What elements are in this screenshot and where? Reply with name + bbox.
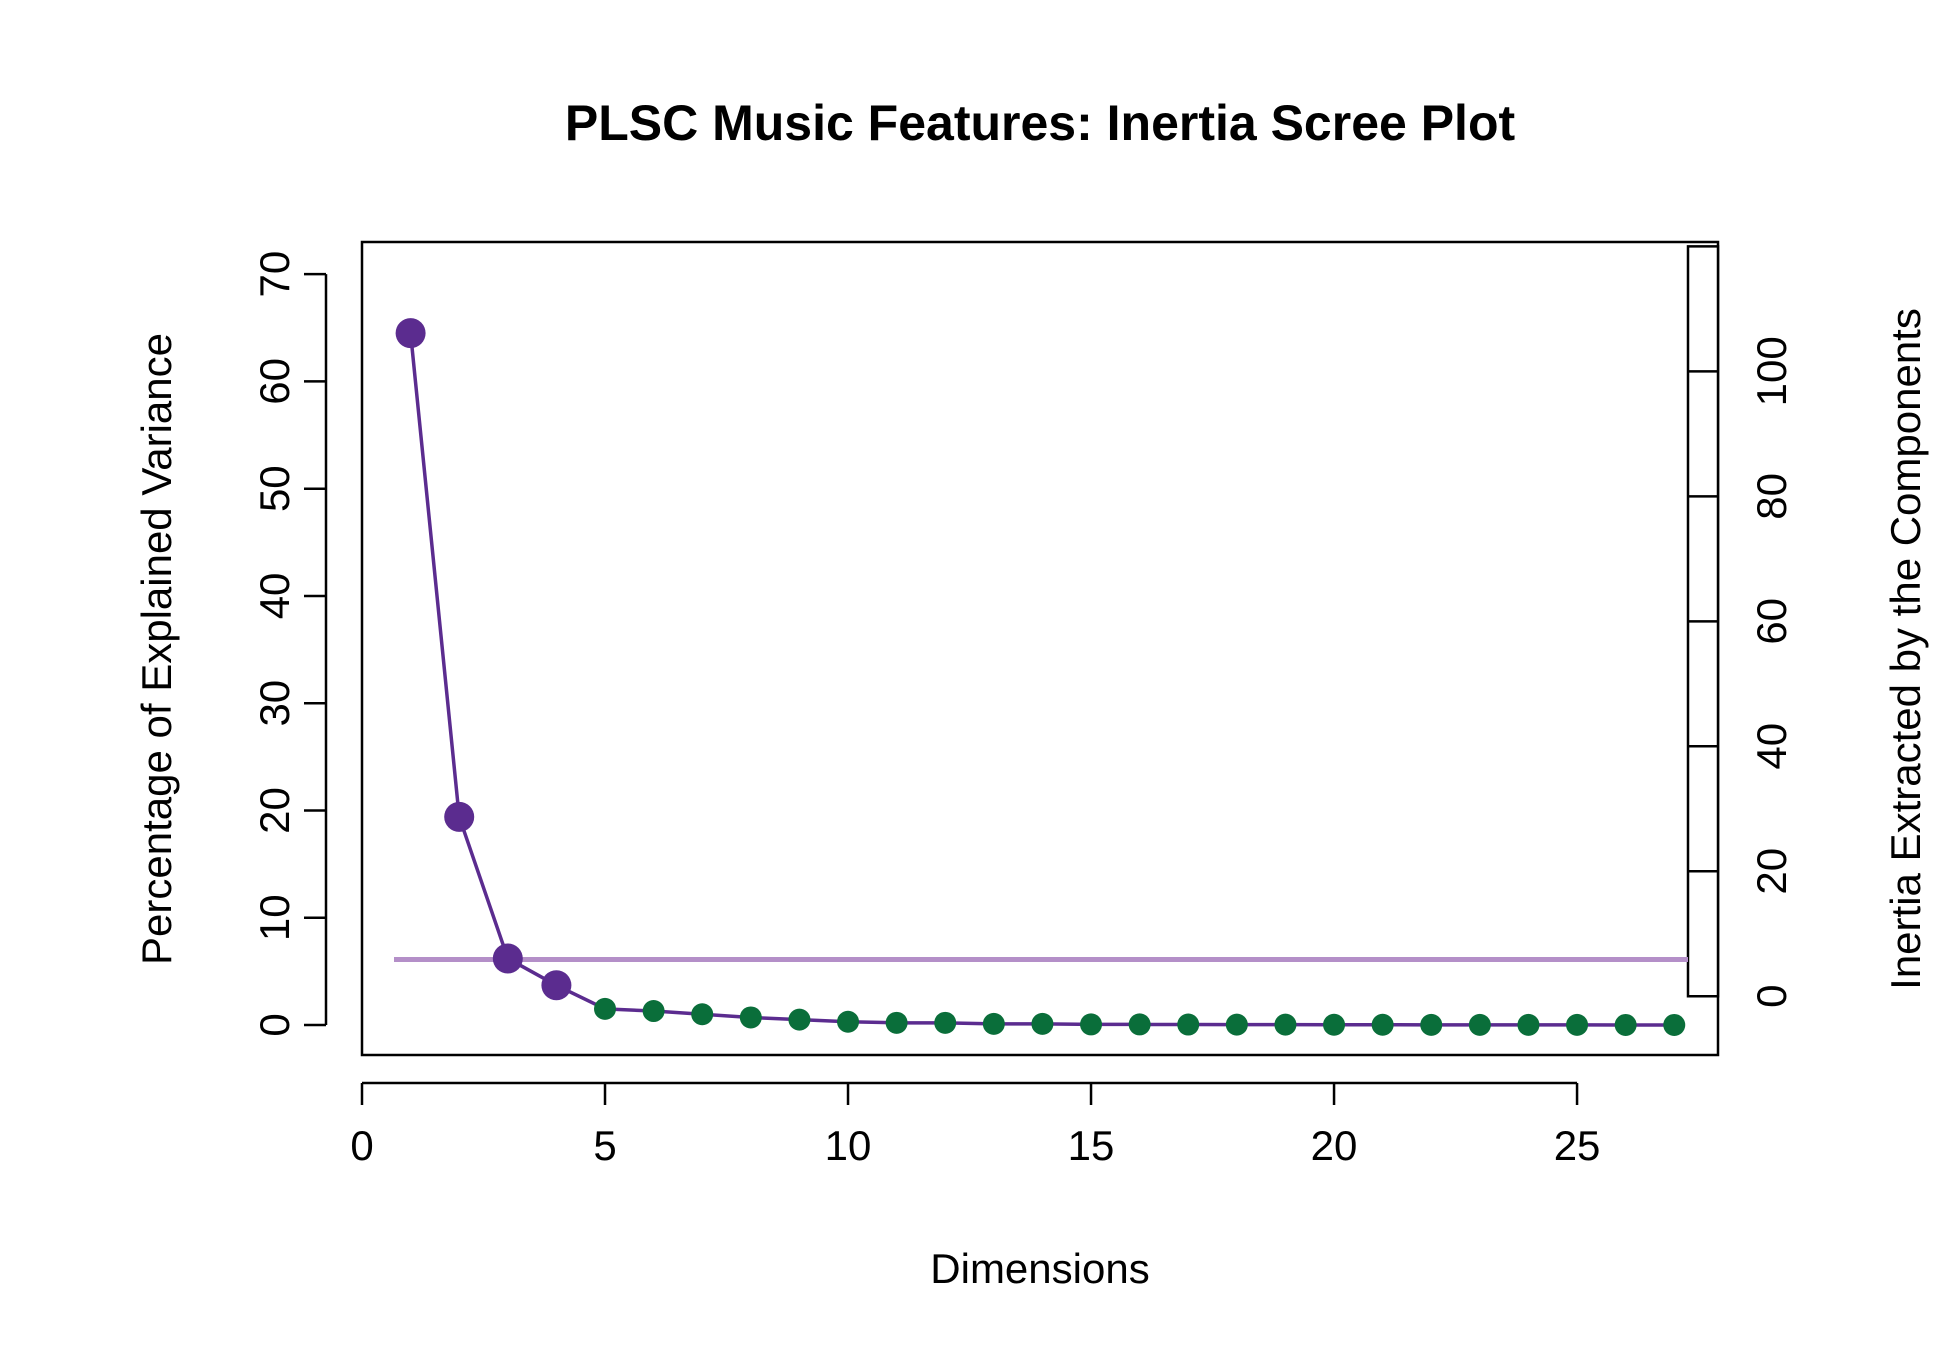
data-point <box>837 1010 860 1033</box>
right-tick-label: 40 <box>1748 723 1795 770</box>
data-point <box>1371 1013 1394 1036</box>
x-axis-label: Dimensions <box>930 1245 1149 1292</box>
right-tick-label: 80 <box>1748 473 1795 520</box>
x-tick-label: 0 <box>350 1122 373 1169</box>
right-tick-label: 20 <box>1748 848 1795 895</box>
y-tick-label: 70 <box>251 251 298 298</box>
data-point <box>1128 1013 1151 1036</box>
data-point <box>1614 1013 1637 1036</box>
data-points <box>395 318 1686 1036</box>
chart-title: PLSC Music Features: Inertia Scree Plot <box>565 95 1516 151</box>
y-tick-label: 40 <box>251 573 298 620</box>
data-point <box>1517 1013 1540 1036</box>
x-tick-label: 20 <box>1311 1122 1358 1169</box>
data-point <box>1080 1013 1103 1036</box>
data-point <box>1225 1013 1248 1036</box>
series-line <box>408 332 1675 1027</box>
y-tick-label: 10 <box>251 894 298 941</box>
data-point <box>1420 1013 1443 1036</box>
y-axis-left: 0 10 20 30 40 50 60 70 <box>251 251 328 1037</box>
data-point <box>982 1012 1005 1035</box>
data-point <box>885 1011 908 1034</box>
x-tick-label: 15 <box>1068 1122 1115 1169</box>
data-point <box>788 1008 811 1031</box>
x-tick-label: 10 <box>825 1122 872 1169</box>
data-point <box>594 997 617 1020</box>
data-point-significant <box>541 970 572 1001</box>
data-point <box>934 1011 957 1034</box>
y-axis-label-left: Percentage of Explained Variance <box>133 333 180 965</box>
data-point <box>1274 1013 1297 1036</box>
data-point <box>1468 1013 1491 1036</box>
x-axis: 0 5 10 15 20 25 <box>350 1081 1601 1169</box>
data-point-significant <box>492 943 523 974</box>
data-point-significant <box>395 318 426 349</box>
y-tick-label: 20 <box>251 787 298 834</box>
data-point <box>1663 1013 1686 1036</box>
x-tick-label: 25 <box>1554 1122 1601 1169</box>
y-axis-label-right: Inertia Extracted by the Components <box>1882 308 1929 990</box>
right-tick-label: 100 <box>1748 336 1795 406</box>
y-tick-label: 30 <box>251 680 298 727</box>
data-point <box>642 1000 665 1023</box>
data-point <box>1177 1013 1200 1036</box>
data-point-significant <box>444 801 475 832</box>
right-tick-label: 60 <box>1748 598 1795 645</box>
data-point <box>691 1003 714 1026</box>
data-point <box>739 1006 762 1029</box>
data-point <box>1031 1012 1054 1035</box>
plot-area-frame <box>360 240 1720 1057</box>
y-tick-label: 60 <box>251 358 298 405</box>
y-axis-right: 0 20 40 60 80 100 <box>1688 336 1795 1008</box>
data-point <box>1566 1013 1589 1036</box>
y-tick-label: 50 <box>251 465 298 512</box>
right-tick-label: 0 <box>1748 985 1795 1008</box>
x-tick-label: 5 <box>593 1122 616 1169</box>
data-point <box>1323 1013 1346 1036</box>
y-tick-label: 0 <box>251 1013 298 1036</box>
